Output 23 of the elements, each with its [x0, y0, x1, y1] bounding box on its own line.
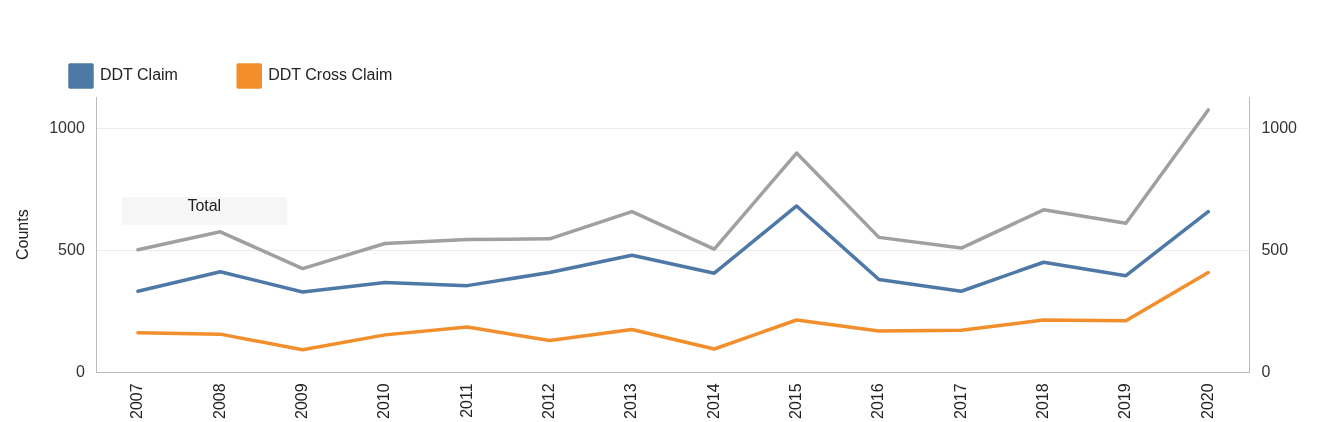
x-tick-label: 2010: [375, 383, 393, 419]
x-tick-label: 2017: [951, 383, 969, 419]
x-tick-label: 2018: [1033, 383, 1051, 419]
y-tick-label: 0: [75, 362, 85, 380]
x-tick-label: 2019: [1116, 383, 1134, 419]
x-tick-label: 2016: [869, 383, 887, 419]
x-tick-label: 2012: [540, 383, 558, 419]
y-tick-label: 1000: [49, 119, 85, 137]
x-tick-label: 2009: [293, 383, 311, 419]
x-tick-label: 2020: [1198, 383, 1216, 419]
y2-tick-label: 1000: [1261, 119, 1298, 137]
x-tick-label: 2008: [210, 383, 228, 419]
x-tick-label: 2014: [704, 383, 722, 419]
x-tick-label: 2013: [622, 383, 640, 419]
y2-tick-label: 500: [1261, 240, 1289, 258]
x-tick-label: 2007: [128, 383, 146, 419]
legend-label: DDT Claim: [100, 66, 178, 84]
x-tick-label: 2011: [457, 383, 475, 418]
x-tick-label: 2015: [787, 383, 804, 419]
y-tick-label: 500: [58, 240, 85, 258]
legend-label: DDT Cross Claim: [268, 66, 393, 84]
y2-tick-label: 0: [1261, 362, 1271, 380]
y-axis-title: Counts: [14, 209, 32, 261]
